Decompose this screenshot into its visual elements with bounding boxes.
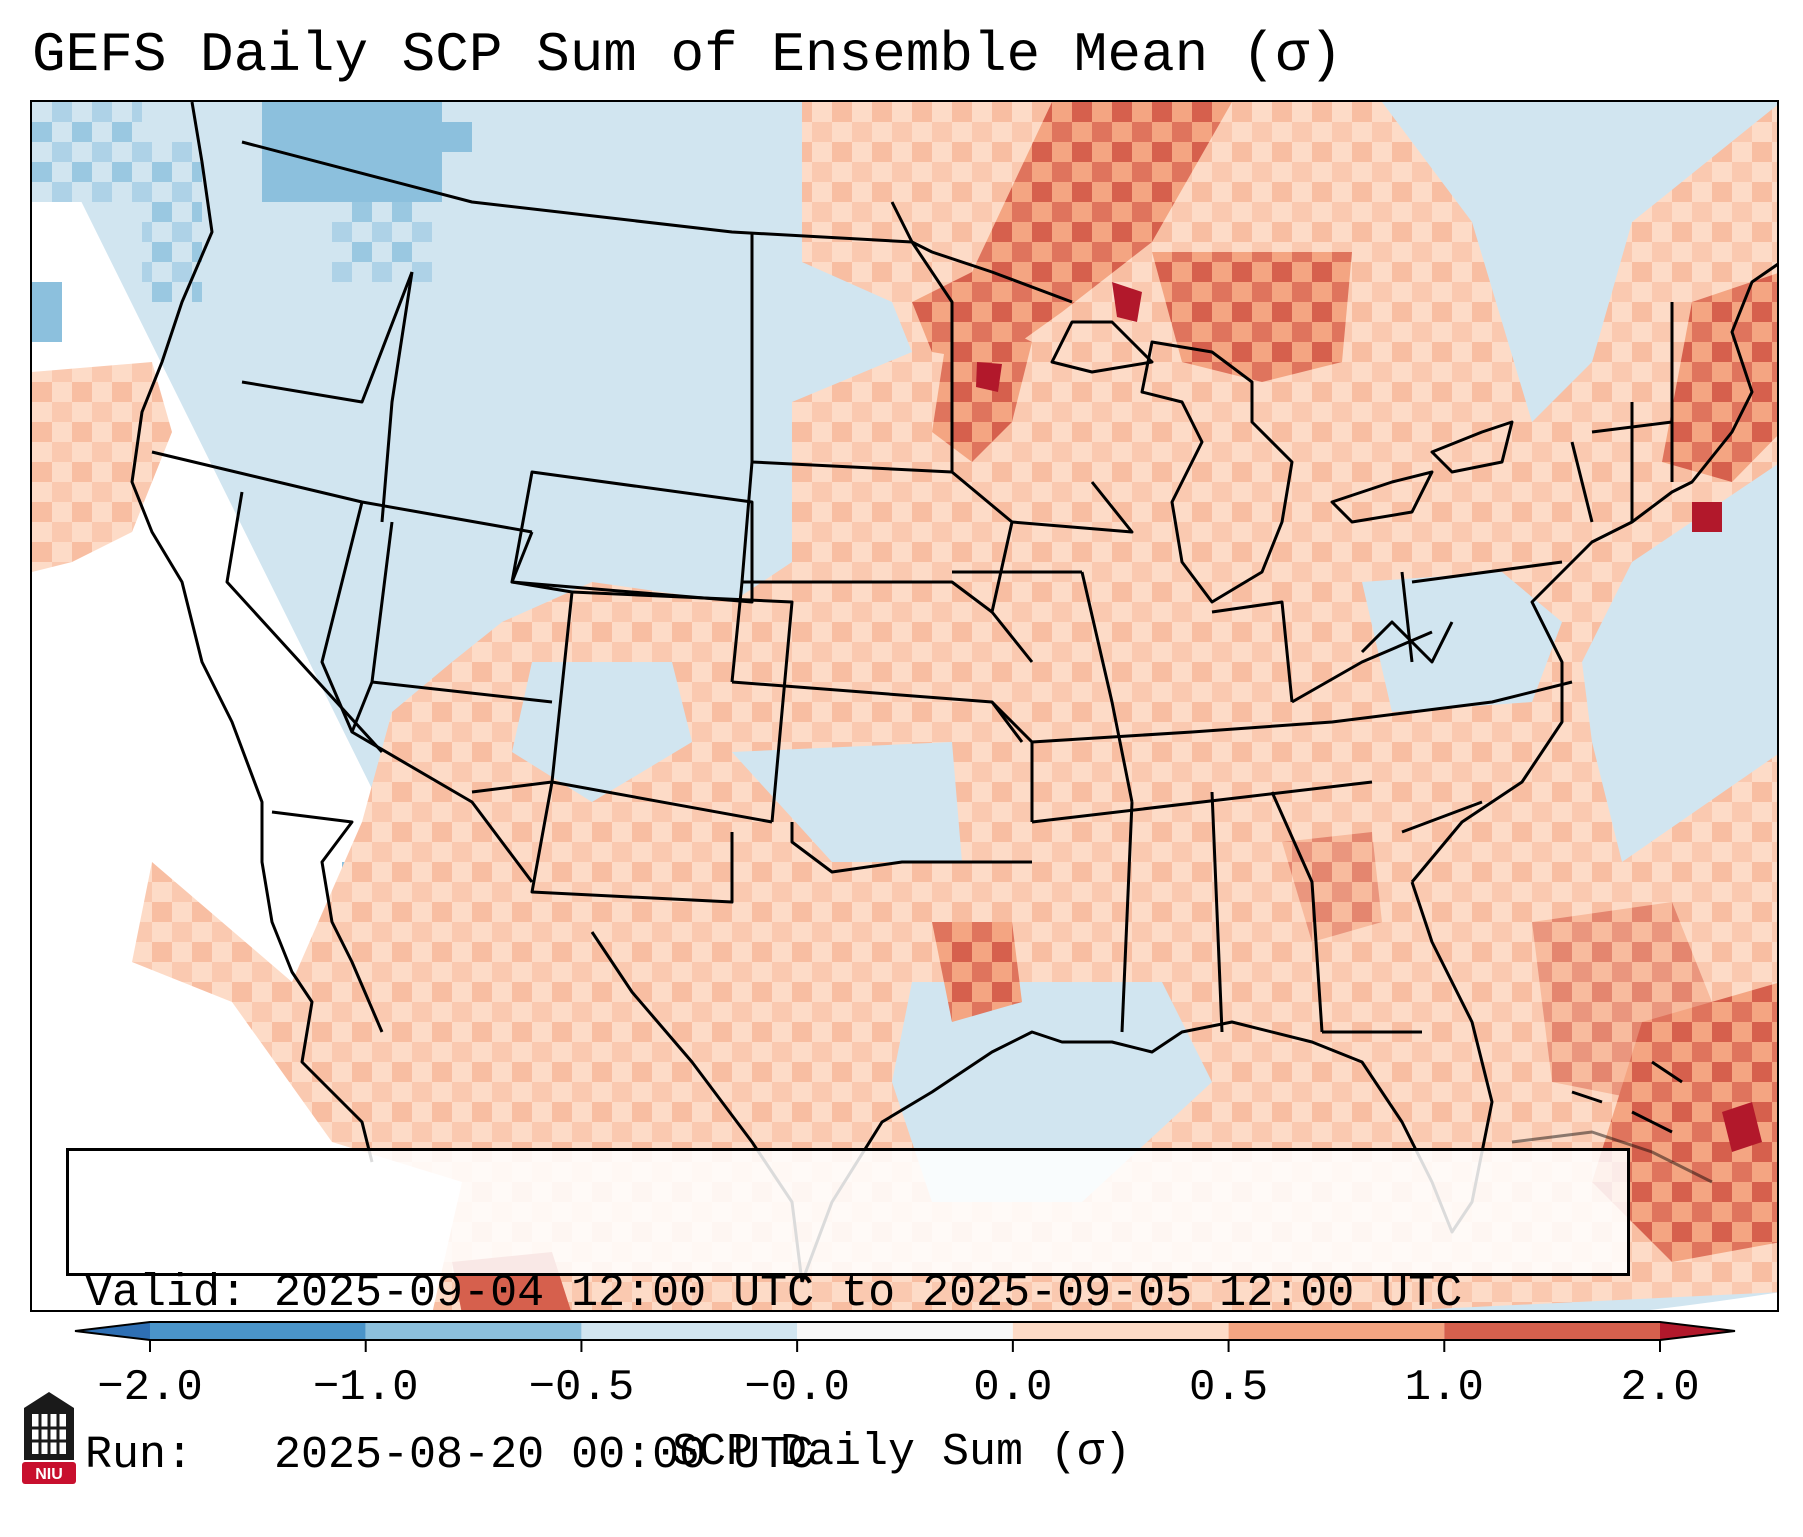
colorbar-tick-label: −1.0 <box>312 1363 419 1413</box>
map-canvas <box>32 102 1777 1310</box>
colorbar-band <box>365 1322 582 1340</box>
colorbar-band <box>1444 1322 1660 1340</box>
valid-time-text: Valid: 2025-09-04 12:00 UTC to 2025-09-0… <box>85 1268 1463 1319</box>
colorbar-tick-label: −2.0 <box>97 1363 203 1413</box>
colorbar-band <box>150 1322 366 1340</box>
map-panel <box>30 100 1779 1312</box>
colorbar-band <box>581 1322 798 1340</box>
colorbar-band <box>1228 1322 1445 1340</box>
domain-bottom-white <box>32 1272 580 1310</box>
colorbar-tick-label: −0.0 <box>744 1363 850 1413</box>
colorbar-outline <box>74 1321 1736 1341</box>
colorbar-extend-low <box>75 1322 150 1340</box>
colorbar-tick-label: 2.0 <box>1620 1363 1700 1413</box>
colorbar-segments <box>75 1322 1735 1340</box>
colorbar-extend-high <box>1660 1322 1735 1340</box>
colorbar-band <box>797 1322 1013 1340</box>
colorbar-ticks <box>149 1340 1661 1352</box>
coastlines-and-borders <box>130 102 1777 1283</box>
niu-logo: NIU <box>22 1392 76 1484</box>
colorbar-label: SCP Daily Sum (σ) <box>671 1427 1132 1478</box>
colorbar-tick-label: −0.5 <box>528 1363 635 1413</box>
colorbar-tick-label: 1.0 <box>1404 1363 1484 1413</box>
colorbar-tick-label: 0.0 <box>973 1363 1053 1413</box>
colorbar-band <box>1012 1322 1229 1340</box>
run-time-text: Run: 2025-08-20 00:00 UTC <box>85 1430 815 1481</box>
chart-title: GEFS Daily SCP Sum of Ensemble Mean (σ) <box>32 23 1343 87</box>
valid-run-info-box: Valid: 2025-09-04 12:00 UTC to 2025-09-0… <box>66 1148 1630 1481</box>
niu-logo-text: NIU <box>35 1466 63 1483</box>
colorbar-tick-label: 0.5 <box>1188 1363 1269 1413</box>
colorbar <box>74 1321 1736 1352</box>
